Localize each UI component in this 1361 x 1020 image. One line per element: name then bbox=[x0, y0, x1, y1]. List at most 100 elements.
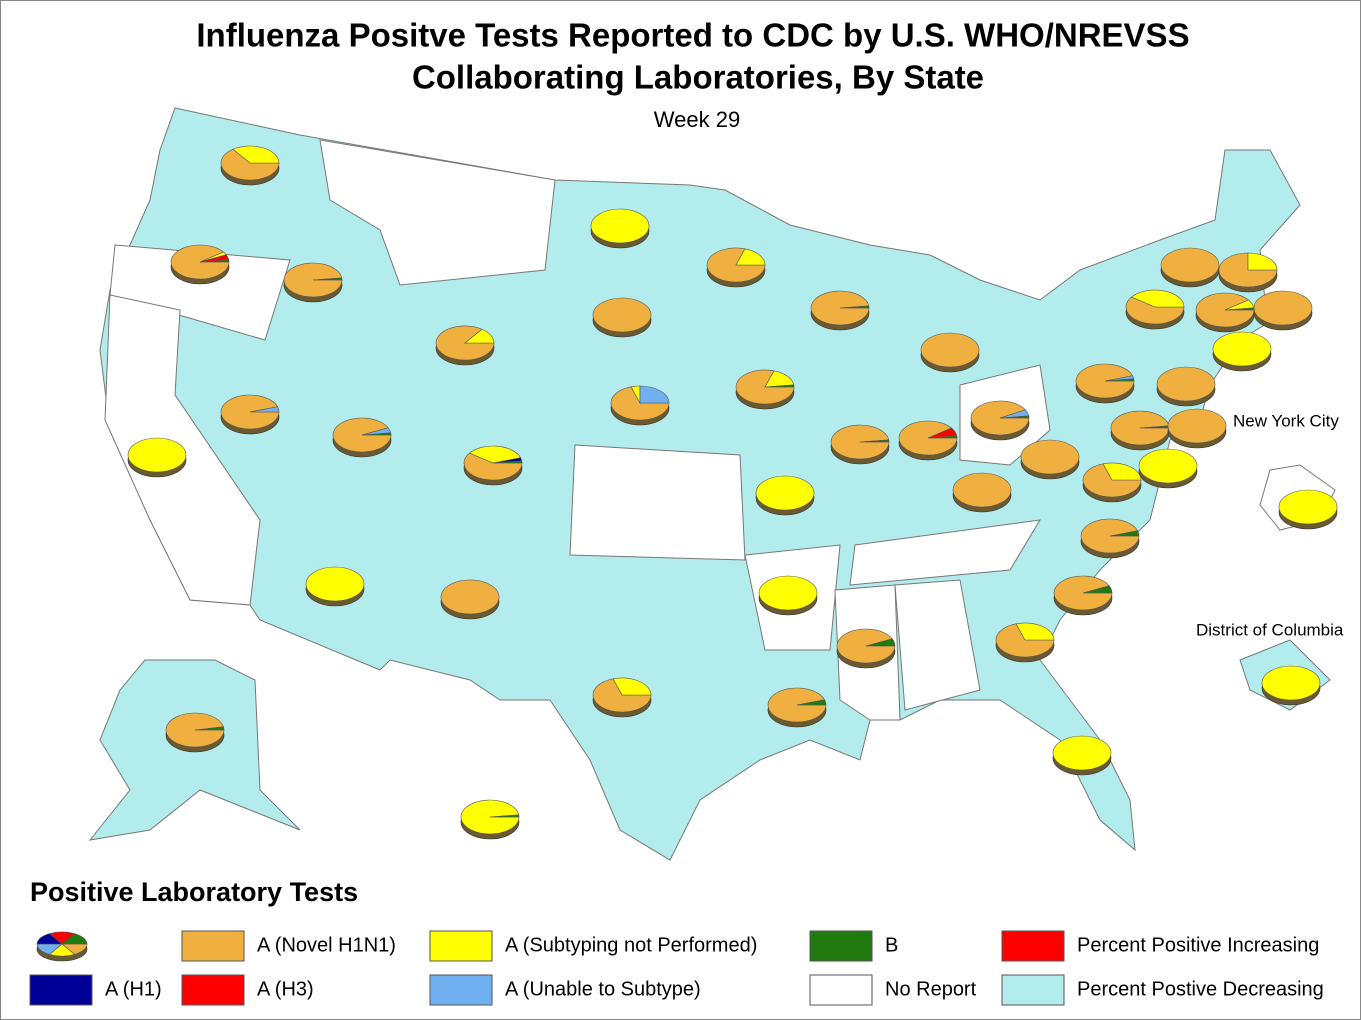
pie-slice bbox=[920, 332, 980, 368]
pie-slice bbox=[435, 325, 495, 361]
pie-slice bbox=[468, 445, 522, 464]
pie bbox=[220, 394, 280, 435]
pie-slice bbox=[1130, 289, 1185, 308]
pie bbox=[165, 712, 225, 753]
pie-slice bbox=[305, 566, 365, 602]
pie-slice bbox=[639, 385, 670, 404]
pie bbox=[590, 208, 650, 249]
pie bbox=[898, 420, 958, 461]
pie-slice bbox=[999, 415, 1030, 419]
pie bbox=[810, 290, 870, 331]
legend-label: A (H1) bbox=[105, 978, 162, 1000]
legend-swatch bbox=[181, 974, 245, 1006]
legend-swatch bbox=[809, 974, 873, 1006]
pie-slice bbox=[492, 460, 523, 464]
pie bbox=[1110, 410, 1170, 451]
pie bbox=[435, 325, 495, 366]
pie bbox=[332, 417, 392, 458]
pie-slice bbox=[1247, 252, 1278, 271]
pie-slice bbox=[767, 687, 827, 723]
pie-slice bbox=[758, 575, 818, 611]
legend-label: A (H3) bbox=[257, 978, 314, 1000]
pie bbox=[305, 566, 365, 607]
pie bbox=[706, 247, 766, 288]
pie-slice bbox=[1253, 290, 1313, 326]
pie-slice bbox=[898, 420, 958, 456]
pie-slice bbox=[1109, 530, 1140, 537]
pie-slice bbox=[1020, 439, 1080, 475]
pie-slice bbox=[127, 437, 187, 473]
pie-slice bbox=[1082, 585, 1113, 594]
pie bbox=[952, 472, 1012, 513]
pie bbox=[1082, 462, 1142, 503]
title: Influenza Positve Tests Reported to CDC … bbox=[196, 17, 1189, 54]
pie bbox=[1253, 290, 1313, 331]
pie bbox=[1167, 408, 1227, 449]
legend-label: No Report bbox=[885, 978, 977, 1000]
pie bbox=[460, 799, 520, 840]
legend-icon bbox=[36, 931, 88, 962]
pie bbox=[735, 369, 795, 410]
legend-swatch bbox=[181, 930, 245, 962]
pie bbox=[755, 475, 815, 516]
subtitle: Week 29 bbox=[654, 107, 740, 132]
pie bbox=[1020, 439, 1080, 480]
pie-slice bbox=[1138, 448, 1198, 484]
pie bbox=[1156, 366, 1216, 407]
title: Collaborating Laboratories, By State bbox=[412, 59, 984, 96]
pie-slice bbox=[220, 394, 280, 430]
pie bbox=[610, 385, 670, 426]
pie bbox=[758, 575, 818, 616]
pie bbox=[170, 244, 230, 285]
state-area bbox=[109, 244, 291, 341]
legend-label: A (Subtyping not Performed) bbox=[505, 934, 757, 956]
pie-slice bbox=[463, 452, 523, 481]
legend-swatch bbox=[1001, 974, 1065, 1006]
pie bbox=[1075, 363, 1135, 404]
legend: A (Novel H1N1) A (Subtyping not Performed… bbox=[29, 930, 1324, 1006]
state-area bbox=[894, 579, 981, 711]
pie-slice bbox=[1080, 518, 1140, 554]
pie-slice bbox=[764, 384, 795, 388]
pie-slice bbox=[865, 638, 896, 647]
pie bbox=[836, 628, 896, 669]
pie bbox=[1261, 665, 1321, 706]
pie-slice bbox=[927, 435, 958, 439]
pie bbox=[767, 687, 827, 728]
legend-label: Percent Positive Increasing bbox=[1077, 934, 1319, 956]
pie-slice bbox=[170, 244, 230, 280]
pie-slice bbox=[1261, 665, 1321, 701]
pie-slice bbox=[61, 933, 88, 945]
pie-slice bbox=[361, 432, 392, 436]
pie bbox=[970, 400, 1030, 441]
pie-slice bbox=[1015, 622, 1055, 641]
pie-slice bbox=[1075, 363, 1135, 399]
pie bbox=[592, 297, 652, 338]
pie-slice bbox=[590, 208, 650, 244]
pie bbox=[1125, 289, 1185, 330]
pie-slice bbox=[1195, 292, 1255, 328]
state-area bbox=[319, 139, 556, 286]
pie-slice bbox=[995, 623, 1055, 658]
legend-swatch bbox=[809, 930, 873, 962]
pie bbox=[1160, 247, 1220, 288]
pie-slice bbox=[232, 145, 280, 164]
pie bbox=[592, 677, 652, 718]
pie bbox=[1138, 448, 1198, 489]
pie-slice bbox=[735, 369, 795, 405]
legend-label: B bbox=[885, 934, 898, 956]
pie bbox=[1080, 518, 1140, 559]
pie-slice bbox=[592, 297, 652, 333]
pie-slice bbox=[1156, 366, 1216, 402]
pie-slice bbox=[464, 328, 495, 344]
pie bbox=[1212, 331, 1272, 372]
pie-slice bbox=[312, 277, 343, 281]
pie-slice bbox=[440, 579, 500, 615]
pie bbox=[830, 424, 890, 465]
pie-slice bbox=[735, 248, 766, 266]
state-area bbox=[569, 444, 746, 561]
pie bbox=[440, 579, 500, 620]
pie-slice bbox=[952, 472, 1012, 508]
pie bbox=[220, 145, 280, 186]
